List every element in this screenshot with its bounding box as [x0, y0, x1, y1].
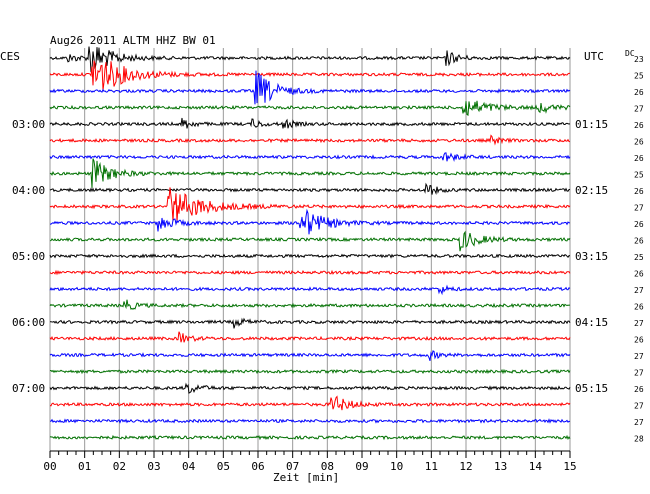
dc-offset-label: 28	[634, 435, 644, 444]
trace-row-11	[49, 230, 571, 252]
trace-row-16	[49, 317, 571, 329]
trace-row-22	[49, 418, 571, 424]
trace-row-7	[49, 158, 571, 188]
trace-row-20	[49, 382, 571, 394]
trace-row-10	[50, 208, 571, 235]
time-axis: 00 01 02 03 04 05 06 07 08 09 10 11 12 13 14 15	[43, 450, 577, 473]
left-time-label: 03:00	[12, 118, 45, 131]
x-tick-label: 12	[459, 460, 472, 473]
dc-offset-label: 23	[634, 55, 644, 64]
dc-offset-label: 27	[634, 319, 644, 328]
x-tick-label: 04	[182, 460, 196, 473]
left-timezone-label: CES	[0, 50, 20, 63]
trace-row-6	[49, 152, 571, 162]
trace-row-9	[49, 187, 571, 223]
x-axis-label: Zeit [min]	[273, 471, 339, 484]
dc-offset-label: 26	[634, 237, 644, 246]
dc-offset-label: 26	[634, 303, 644, 312]
x-tick-label: 10	[390, 460, 403, 473]
left-time-label: 06:00	[12, 316, 45, 329]
right-time-label: 04:15	[575, 316, 608, 329]
dc-offset-label: 27	[634, 286, 644, 295]
trace-row-8	[49, 182, 571, 196]
dc-offset-label: 27	[634, 105, 644, 114]
dc-offset-label: 25	[634, 253, 644, 262]
trace-row-4	[49, 117, 571, 129]
trace-row-3	[49, 100, 571, 116]
x-tick-label: 00	[43, 460, 56, 473]
x-tick-label: 14	[529, 460, 543, 473]
dc-offset-label: 26	[634, 270, 644, 279]
dc-offset-label: 26	[634, 154, 644, 163]
labels: Aug26 2011 ALTM HHZ BW 01 CES UTC DC Zei…	[0, 34, 644, 484]
trace-row-17	[49, 331, 571, 343]
right-timezone-label: UTC	[584, 50, 604, 63]
dc-offset-label: 26	[634, 121, 644, 130]
dc-corner-label: DC	[625, 49, 635, 58]
minute-gridlines	[49, 48, 571, 451]
right-time-label: 03:15	[575, 250, 608, 263]
x-tick-label: 11	[425, 460, 438, 473]
left-time-label: 07:00	[12, 382, 45, 395]
dc-offset-label: 27	[634, 352, 644, 361]
chart-title: Aug26 2011 ALTM HHZ BW 01	[50, 34, 216, 47]
trace-row-15	[49, 299, 571, 310]
trace-row-2	[49, 70, 571, 105]
dc-offset-label: 27	[634, 402, 644, 411]
dc-offset-label: 27	[634, 204, 644, 213]
dc-offset-label: 27	[634, 369, 644, 378]
x-tick-label: 15	[563, 460, 576, 473]
dc-offset-label: 26	[634, 187, 644, 196]
trace-row-14	[49, 284, 571, 296]
x-tick-label: 07	[286, 460, 299, 473]
trace-row-13	[49, 269, 571, 276]
right-time-label: 05:15	[575, 382, 608, 395]
trace-row-21	[49, 395, 571, 411]
x-tick-label: 02	[113, 460, 126, 473]
dc-offset-label: 26	[634, 385, 644, 394]
x-tick-label: 03	[147, 460, 160, 473]
x-tick-label: 09	[355, 460, 368, 473]
dc-offset-label: 26	[634, 336, 644, 345]
trace-row-0	[49, 46, 571, 73]
trace-row-12	[49, 253, 571, 259]
trace-row-1	[49, 60, 571, 91]
dc-offset-label: 26	[634, 88, 644, 97]
dc-offset-label: 25	[634, 72, 644, 81]
dc-offset-label: 26	[634, 138, 644, 147]
trace-row-18	[49, 350, 571, 361]
seismic-traces	[49, 46, 571, 441]
x-tick-label: 05	[217, 460, 230, 473]
right-time-label: 02:15	[575, 184, 608, 197]
left-time-label: 04:00	[12, 184, 45, 197]
dc-offset-label: 26	[634, 220, 644, 229]
x-tick-label: 08	[321, 460, 334, 473]
trace-row-5	[49, 134, 571, 146]
trace-row-19	[49, 368, 571, 375]
x-tick-label: 13	[494, 460, 507, 473]
left-time-label: 05:00	[12, 250, 45, 263]
dc-offset-label: 27	[634, 418, 644, 427]
x-tick-label: 01	[78, 460, 91, 473]
x-tick-label: 06	[251, 460, 264, 473]
dc-offset-label: 25	[634, 171, 644, 180]
trace-row-23	[49, 434, 571, 441]
right-time-label: 01:15	[575, 118, 608, 131]
